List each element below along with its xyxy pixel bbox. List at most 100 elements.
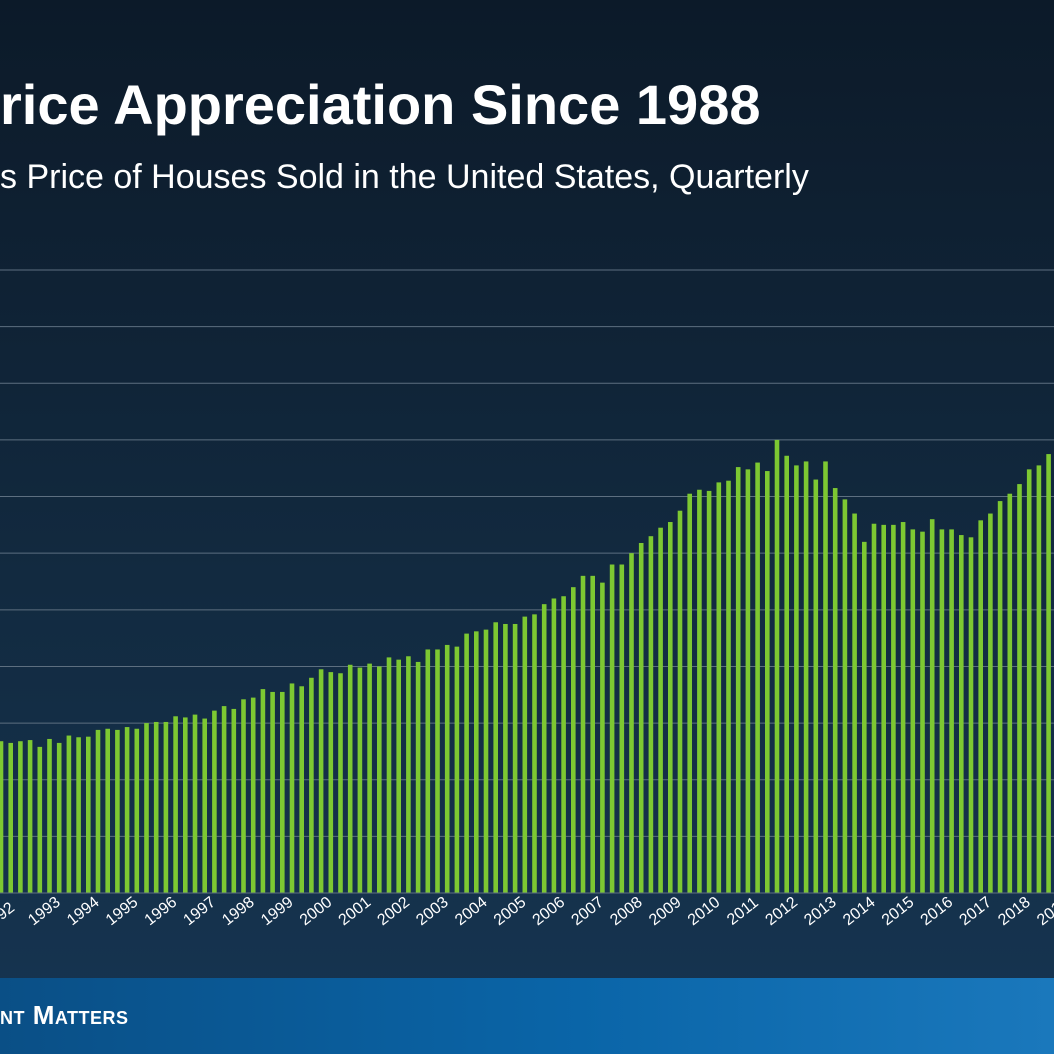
bar — [590, 575, 595, 893]
bar — [318, 669, 324, 893]
bar — [629, 553, 634, 893]
bar — [784, 455, 789, 893]
bar — [144, 723, 149, 893]
bar — [221, 706, 227, 893]
bar — [173, 716, 178, 893]
bar — [522, 616, 528, 893]
bar — [105, 728, 110, 893]
bar — [794, 465, 799, 893]
x-tick-label: 2005 — [491, 894, 530, 929]
bar — [852, 513, 857, 893]
bar — [66, 735, 72, 893]
bar — [95, 729, 101, 893]
x-tick-label: 1995 — [103, 894, 142, 929]
bar — [949, 529, 954, 893]
bar — [396, 659, 401, 893]
bar — [1017, 484, 1022, 893]
bar — [338, 673, 343, 893]
bar — [959, 535, 964, 893]
bar — [464, 633, 469, 893]
bar — [803, 461, 809, 893]
bar — [668, 522, 673, 893]
x-tick-label: 2011 — [724, 894, 762, 929]
bar — [580, 575, 586, 893]
bar — [687, 493, 692, 893]
bar — [483, 629, 489, 893]
bar — [532, 614, 537, 893]
bar — [377, 666, 382, 893]
bar — [881, 524, 886, 893]
bar — [386, 657, 392, 893]
bar — [871, 523, 877, 893]
bar — [56, 742, 62, 893]
bar — [328, 672, 334, 893]
x-tick-label: 2017 — [956, 894, 995, 929]
bar — [115, 729, 120, 893]
x-tick-label: 1996 — [142, 894, 181, 929]
brand-logo-text: nt Matters — [0, 1000, 129, 1030]
bar — [638, 542, 644, 893]
bar — [299, 686, 304, 893]
chart-subtitle: s Price of Houses Sold in the United Sta… — [0, 158, 809, 196]
bar — [648, 536, 654, 893]
bar — [503, 623, 508, 893]
x-tick-label: 2000 — [297, 894, 336, 929]
bar — [735, 467, 741, 893]
bar — [8, 742, 13, 893]
bar — [512, 623, 518, 893]
x-tick-label: 2014 — [840, 894, 879, 929]
bar — [755, 462, 760, 893]
x-tick-label: 2009 — [646, 894, 685, 929]
bar — [406, 656, 411, 893]
x-tick-label: 1997 — [180, 894, 219, 929]
x-tick-label: 2015 — [879, 894, 918, 929]
bar — [900, 522, 906, 893]
bar — [920, 531, 925, 893]
bar — [561, 596, 566, 893]
bar — [444, 644, 450, 893]
bar — [929, 519, 935, 893]
bar — [774, 439, 780, 893]
bar — [997, 501, 1003, 893]
x-tick-label: 2004 — [452, 894, 491, 929]
bar — [309, 677, 314, 893]
bar — [910, 529, 916, 893]
bar — [862, 541, 867, 893]
bar — [270, 691, 275, 893]
bar — [212, 710, 217, 893]
bar — [571, 587, 576, 893]
bar — [18, 741, 23, 893]
bar — [745, 469, 751, 893]
x-tick-label: 1999 — [258, 894, 297, 929]
bar — [1007, 493, 1013, 893]
bar — [1026, 469, 1032, 893]
bar — [677, 510, 683, 893]
x-tick-label: 2012 — [762, 894, 801, 929]
bar — [163, 721, 169, 893]
chart-title: rice Appreciation Since 1988 — [0, 73, 761, 136]
bar — [726, 480, 731, 893]
bar — [832, 488, 838, 893]
x-tick-label: 2006 — [530, 894, 569, 929]
bar — [357, 667, 363, 893]
x-tick-label: 1998 — [219, 894, 258, 929]
bar — [27, 740, 33, 893]
bar — [988, 513, 993, 893]
bar — [541, 604, 547, 893]
bar-chart: 92 1993 1994 1995 1996 1997 1998 1999 2000 2001 20… — [0, 269, 1054, 929]
bar — [658, 527, 663, 893]
bar — [1046, 454, 1051, 893]
bar — [968, 537, 974, 893]
bar — [978, 520, 983, 893]
bar — [609, 564, 615, 893]
bar — [891, 524, 896, 893]
bar — [202, 718, 207, 893]
bar — [551, 598, 557, 893]
bar — [939, 529, 945, 893]
bar — [183, 717, 188, 893]
bar — [697, 489, 702, 893]
bar — [619, 564, 625, 893]
bar — [367, 663, 372, 893]
x-tick-label: 2016 — [918, 894, 957, 929]
x-tick-label: 2019 — [1034, 894, 1054, 929]
